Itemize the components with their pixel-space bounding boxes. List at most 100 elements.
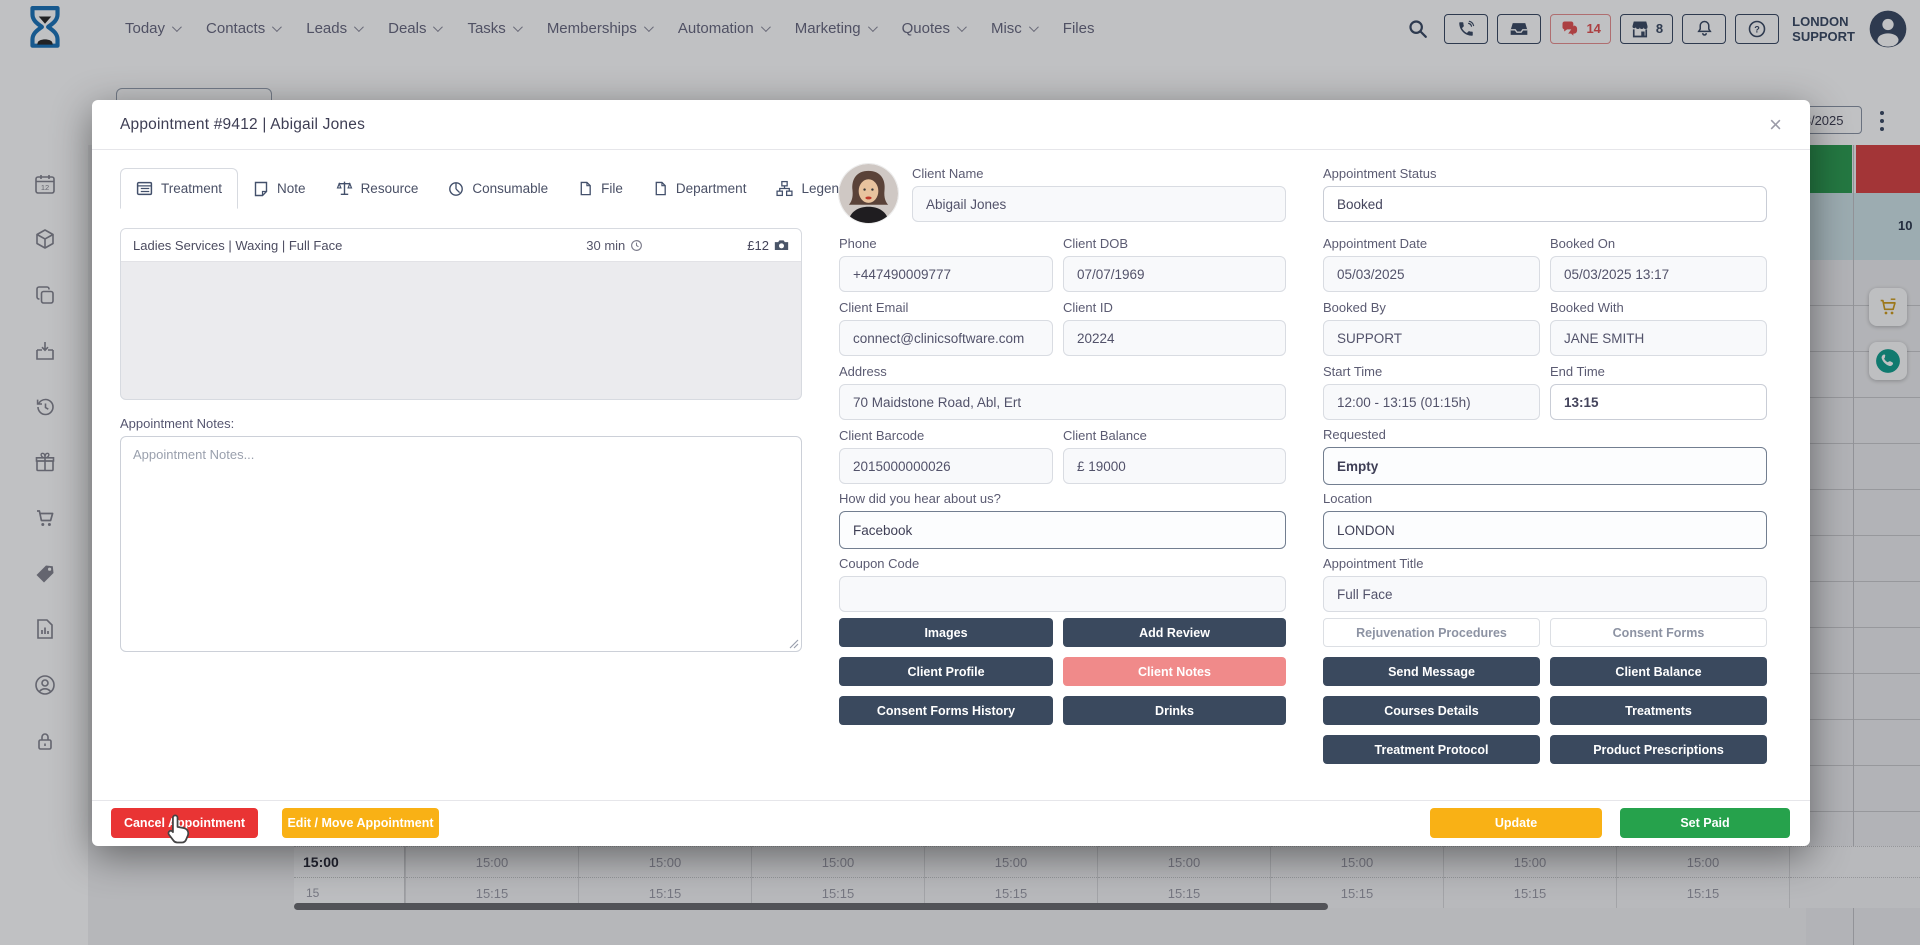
appointment-status-select[interactable]: Booked	[1323, 186, 1767, 222]
phone-input[interactable]: +447490009777	[839, 256, 1053, 292]
booked-by-input[interactable]: SUPPORT	[1323, 320, 1540, 356]
calendar-slot-column[interactable]: 15:00 15:15	[1616, 846, 1789, 908]
floating-call-button[interactable]	[1869, 342, 1907, 380]
search-icon[interactable]	[1407, 18, 1429, 40]
left-sidebar: 12	[0, 57, 88, 945]
address-input[interactable]: 70 Maidstone Road, Abl, Ert	[839, 384, 1286, 420]
sidebar-report-icon[interactable]	[33, 617, 57, 641]
courses-details-button[interactable]: Courses Details	[1323, 696, 1540, 725]
tab-resource[interactable]: Resource	[321, 168, 434, 209]
calendar-slot-column[interactable]: 15:00 15:15	[578, 846, 751, 908]
calendar-event-green[interactable]	[1806, 145, 1852, 193]
appointment-title-field: Appointment Title Full Face	[1323, 556, 1767, 612]
calendar-slot-column[interactable]: 15:00 15:15	[1443, 846, 1616, 908]
appointment-date-input[interactable]: 05/03/2025	[1323, 256, 1540, 292]
sidebar-cart-icon[interactable]	[33, 506, 57, 530]
end-time-input[interactable]: 13:15	[1550, 384, 1767, 420]
nav-item-deals[interactable]: Deals	[388, 20, 444, 37]
client-name-input[interactable]: Abigail Jones	[912, 186, 1286, 222]
kebab-menu-icon[interactable]	[1876, 109, 1888, 133]
add-review-button[interactable]: Add Review	[1063, 618, 1286, 647]
calendar-slot-column[interactable]: 15:00 15:15	[751, 846, 924, 908]
treatment-name: Ladies Services | Waxing | Full Face	[133, 237, 343, 253]
edit-move-appointment-button[interactable]: Edit / Move Appointment	[282, 808, 439, 838]
phone-button[interactable]	[1444, 13, 1489, 44]
resize-grip-icon[interactable]	[789, 639, 799, 649]
client-dob-input[interactable]: 07/07/1969	[1063, 256, 1286, 292]
sidebar-history-icon[interactable]	[33, 395, 57, 419]
shop-button[interactable]: 8	[1619, 13, 1674, 44]
sidebar-calendar-icon[interactable]: 12	[33, 172, 57, 196]
tab-file[interactable]: File	[563, 168, 638, 209]
nav-item-leads[interactable]: Leads	[306, 20, 364, 37]
nav-item-tasks[interactable]: Tasks	[467, 20, 523, 37]
tab-note[interactable]: Note	[238, 168, 321, 209]
sidebar-account-icon[interactable]	[33, 673, 57, 697]
nav-item-marketing[interactable]: Marketing	[795, 20, 878, 37]
tab-legend[interactable]: Legend	[761, 168, 861, 209]
consent-forms-history-button[interactable]: Consent Forms History	[839, 696, 1053, 725]
chat-button[interactable]: 14	[1550, 13, 1611, 44]
start-time-input[interactable]: 12:00 - 13:15 (01:15h)	[1323, 384, 1540, 420]
client-balance-input[interactable]: £ 19000	[1063, 448, 1286, 484]
client-barcode-input[interactable]: 2015000000026	[839, 448, 1053, 484]
calendar-event-red[interactable]	[1856, 145, 1920, 193]
client-id-input[interactable]: 20224	[1063, 320, 1286, 356]
client-notes-button[interactable]: Client Notes	[1063, 657, 1286, 686]
tab-treatment[interactable]: Treatment	[120, 168, 239, 209]
treatment-protocol-button[interactable]: Treatment Protocol	[1323, 735, 1540, 764]
client-email-input[interactable]: connect@clinicsoftware.com	[839, 320, 1053, 356]
sidebar-gift-icon[interactable]	[33, 450, 57, 474]
set-paid-button[interactable]: Set Paid	[1620, 808, 1790, 838]
appointment-notes-input[interactable]	[120, 436, 802, 652]
drinks-button[interactable]: Drinks	[1063, 696, 1286, 725]
close-icon[interactable]: ×	[1769, 111, 1782, 137]
requested-select[interactable]: Empty	[1323, 447, 1767, 485]
tab-department[interactable]: Department	[638, 168, 762, 209]
time-gutter: 15:00 15	[294, 846, 405, 908]
sidebar-package-icon[interactable]	[33, 227, 57, 251]
nav-item-quotes[interactable]: Quotes	[902, 20, 967, 37]
inbox-button[interactable]	[1497, 13, 1542, 44]
client-profile-button[interactable]: Client Profile	[839, 657, 1053, 686]
nav-item-misc[interactable]: Misc	[991, 20, 1039, 37]
treatments-button[interactable]: Treatments	[1550, 696, 1767, 725]
sidebar-lock-icon[interactable]	[33, 729, 57, 753]
sidebar-copy-icon[interactable]	[33, 283, 57, 307]
location-select[interactable]: LONDON	[1323, 511, 1767, 549]
client-balance-button[interactable]: Client Balance	[1550, 657, 1767, 686]
user-avatar[interactable]	[1868, 9, 1908, 49]
calendar-slot-column[interactable]: 15:00 15:15	[924, 846, 1097, 908]
gutter-minute-label: 15	[294, 877, 404, 908]
treatment-row[interactable]: Ladies Services | Waxing | Full Face 30 …	[121, 229, 801, 262]
nav-item-today[interactable]: Today	[125, 20, 182, 37]
sidebar-tag-icon[interactable]	[33, 562, 57, 586]
brand-logo-icon[interactable]	[24, 5, 66, 53]
nav-item-memberships[interactable]: Memberships	[547, 20, 654, 37]
referral-source-select[interactable]: Facebook	[839, 511, 1286, 549]
calendar-slot-column[interactable]: 15:00 15:15	[1097, 846, 1270, 908]
nav-item-contacts[interactable]: Contacts	[206, 20, 283, 37]
sidebar-checkin-icon[interactable]	[33, 339, 57, 363]
booked-with-input[interactable]: JANE SMITH	[1550, 320, 1767, 356]
help-button[interactable]: ?	[1735, 13, 1780, 44]
consent-forms-button[interactable]: Consent Forms	[1550, 618, 1767, 647]
nav-item-files[interactable]: Files	[1062, 20, 1095, 37]
nav-item-automation[interactable]: Automation	[678, 20, 771, 37]
update-button[interactable]: Update	[1430, 808, 1602, 838]
floating-cart-button[interactable]	[1869, 288, 1907, 326]
horizontal-scrollbar[interactable]	[294, 903, 1328, 910]
coupon-code-input[interactable]	[839, 576, 1286, 612]
booked-on-input[interactable]: 05/03/2025 13:17	[1550, 256, 1767, 292]
calendar-slot-column[interactable]	[1789, 846, 1920, 908]
appointment-title-input[interactable]: Full Face	[1323, 576, 1767, 612]
cancel-appointment-button[interactable]: Cancel Appointment	[111, 808, 258, 838]
calendar-slot-column[interactable]: 15:00 15:15	[405, 846, 578, 908]
images-button[interactable]: Images	[839, 618, 1053, 647]
product-prescriptions-button[interactable]: Product Prescriptions	[1550, 735, 1767, 764]
notifications-button[interactable]	[1682, 13, 1727, 44]
rejuvenation-procedures-button[interactable]: Rejuvenation Procedures	[1323, 618, 1540, 647]
calendar-slot-column[interactable]: 15:00 15:15	[1270, 846, 1443, 908]
send-message-button[interactable]: Send Message	[1323, 657, 1540, 686]
tab-consumable[interactable]: Consumable	[433, 168, 563, 209]
